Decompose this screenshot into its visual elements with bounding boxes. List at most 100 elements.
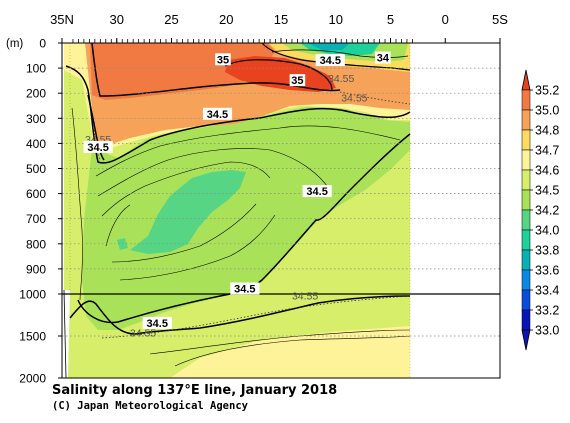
contour-label-bg (302, 185, 332, 198)
x-tick-label: 10 (329, 12, 343, 27)
contour-34-5-lower (69, 295, 411, 335)
station-ticks (72, 39, 413, 43)
colorbar-swatch (521, 129, 531, 151)
colorbar: 35.2 35.0 34.8 34.7 34.6 34.5 34.2 34.0 33.8 33.6… (521, 69, 559, 351)
colorbar-swatch (521, 109, 531, 131)
colorbar-label: 33.2 (535, 304, 559, 318)
contour-label: 34.55 (130, 328, 156, 340)
y-tick-label: 1500 (19, 330, 46, 344)
deep-yellow-band (170, 326, 410, 378)
depth-gridlines (62, 67, 500, 337)
y-tick-label: 2000 (19, 372, 46, 386)
y-tick-label: 400 (26, 137, 46, 151)
colorbar-label: 34.5 (535, 184, 559, 198)
contour-label-bg (142, 316, 172, 329)
contour-label: 35 (291, 75, 303, 87)
x-tick-label: 5 (387, 12, 394, 27)
contour-label-bg (215, 53, 231, 66)
contour-label: 34.55 (292, 291, 318, 303)
contour-label-bg (315, 54, 345, 67)
contour-thin-5 (111, 203, 257, 263)
colorbar-label: 35.0 (535, 104, 559, 118)
colorbar-label: 34.7 (535, 144, 559, 158)
contour-label: 34.5 (320, 55, 341, 67)
colorbar-label: 34.8 (535, 124, 559, 138)
y-tick-label: 600 (26, 187, 46, 201)
contour-34-55-dotted-3 (93, 129, 101, 161)
contour-label: 34.5 (234, 283, 255, 295)
contour-thin-8 (149, 329, 411, 355)
contour-label-bg (289, 74, 306, 87)
colorbar-arrow-bottom (521, 329, 531, 351)
contour-thin-7 (71, 107, 83, 301)
colorbar-label: 34.2 (535, 204, 559, 218)
colorbar-swatch (521, 209, 531, 231)
y-tick-label: 1000 (19, 288, 46, 302)
contour-label-bg (375, 51, 391, 64)
y-tick-label: 800 (26, 237, 46, 251)
y-tick-label: 200 (26, 87, 46, 101)
contour-thin-1 (95, 125, 401, 177)
contour-34-5-west (87, 94, 105, 161)
tropical-surface-cyan (308, 43, 350, 50)
chart-credit: (C) Japan Meteorological Agency (52, 400, 249, 412)
colorbar-swatch (521, 289, 531, 311)
x-tick-label: 30 (110, 12, 124, 27)
contour-label: 34.5 (87, 142, 108, 154)
colorbar-label: 33.4 (535, 284, 559, 298)
bottom-line (63, 289, 67, 378)
contour-label: 34.55 (341, 93, 367, 105)
contour-thin-6 (119, 214, 276, 281)
y-tick-label: 500 (26, 162, 46, 176)
y-tick-label: 300 (26, 112, 46, 126)
contour-35-surface (91, 43, 341, 97)
contour-label-bg (230, 282, 260, 295)
x-tick-label: 25 (164, 12, 178, 27)
colorbar-label: 33.8 (535, 244, 559, 258)
y-tick-label: 100 (26, 62, 46, 76)
colorbar-swatch (521, 269, 531, 291)
y-tick-label: 0 (39, 37, 46, 51)
x-tick-label: 35N (50, 12, 74, 27)
colorbar-label: 34.0 (535, 224, 559, 238)
colorbar-label: 33.6 (535, 264, 559, 278)
colorbar-label: 35.2 (535, 84, 559, 98)
colorbar-label: 33.0 (535, 324, 559, 338)
contour-label: 34.5 (207, 109, 228, 121)
low-salinity-core (130, 170, 246, 254)
y-tick-label: 900 (26, 262, 46, 276)
x-tick-label: 0 (442, 12, 449, 27)
intermediate-band (82, 102, 410, 330)
chart-title: Salinity along 137°E line, January 2018 (52, 383, 337, 398)
no-data-left-gap (62, 290, 70, 378)
colorbar-swatch (521, 89, 531, 111)
contour-thin-9 (174, 335, 411, 367)
contour-label: 34.5 (306, 186, 327, 198)
contour-34-tropical (261, 43, 411, 71)
x-tick-label: 5S (492, 12, 508, 27)
contour-34-5-deep (77, 133, 411, 324)
contour-label: 34 (377, 53, 390, 65)
colorbar-swatch (521, 229, 531, 251)
contour-label: 34.5 (147, 318, 168, 330)
y-axis: 0 100 200 300 400 500 600 700 800 900 1000 1500 2000 (19, 37, 62, 386)
contour-label: 34.55 (328, 73, 354, 85)
contour-label-bg (83, 140, 113, 153)
contour-surface-wave (271, 49, 409, 58)
contour-label-bg (202, 107, 233, 120)
colorbar-swatch (521, 149, 531, 171)
contour-35-core (224, 59, 333, 91)
contour-thin-2 (97, 148, 331, 197)
y-axis-unit: (m) (6, 38, 23, 50)
x-tick-label: 15 (274, 12, 288, 27)
contour-label: 35 (217, 54, 229, 66)
colorbar-arrow-top (521, 69, 531, 91)
contour-thin-4 (105, 204, 131, 247)
x-tick-label: 20 (219, 12, 233, 27)
colorbar-swatch (521, 169, 531, 191)
colorbar-swatch (521, 249, 531, 271)
contour-34-55-dotted-2 (339, 91, 411, 105)
contour-thin-3 (101, 161, 271, 217)
